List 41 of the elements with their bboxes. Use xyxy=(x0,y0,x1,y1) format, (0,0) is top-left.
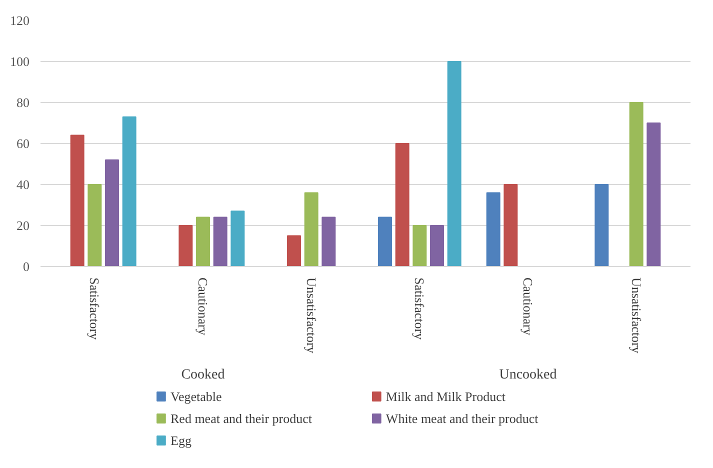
bar xyxy=(70,134,84,266)
bar xyxy=(322,216,336,266)
y-tick-label: 20 xyxy=(16,218,30,233)
x-tick-label: Unsatisfactory xyxy=(628,278,644,354)
x-tick-label: Cautionary xyxy=(520,278,536,336)
bar xyxy=(178,225,193,266)
bar xyxy=(105,159,119,266)
bar xyxy=(122,116,136,266)
bar xyxy=(196,216,210,266)
bar xyxy=(88,184,102,266)
y-tick-label: 60 xyxy=(16,136,30,151)
bar xyxy=(646,122,661,266)
x-tick-label: Cautionary xyxy=(196,278,210,336)
y-tick-label: 40 xyxy=(16,177,30,192)
y-tick-label: 0 xyxy=(23,259,30,274)
bar xyxy=(447,61,462,266)
bar xyxy=(594,184,609,266)
bar xyxy=(395,143,410,266)
bar xyxy=(412,225,427,266)
bar xyxy=(213,216,228,266)
bar xyxy=(430,225,444,266)
x-tick-label: Satisfactory xyxy=(87,278,102,340)
bar xyxy=(486,192,500,266)
y-tick-label: 80 xyxy=(16,95,30,110)
legend-label: Red meat and their product xyxy=(170,411,312,426)
y-tick-label: 100 xyxy=(10,54,30,69)
bar xyxy=(378,216,392,266)
legend-label: White meat and their product xyxy=(386,411,539,426)
legend-label: Vegetable xyxy=(170,389,222,404)
x-tick-label: Satisfactory xyxy=(412,278,428,340)
text: Cooked xyxy=(181,368,225,382)
text: Uncooked xyxy=(499,368,557,382)
bar xyxy=(504,184,518,266)
bar xyxy=(629,102,644,266)
legend-label: Milk and Milk Product xyxy=(386,389,506,404)
legend-label: Egg xyxy=(170,433,192,448)
bar xyxy=(304,192,318,266)
y-tick-label: 120 xyxy=(10,13,30,28)
bar xyxy=(287,235,301,266)
bar xyxy=(230,210,245,266)
x-tick-label: Unsatisfactory xyxy=(304,278,319,354)
